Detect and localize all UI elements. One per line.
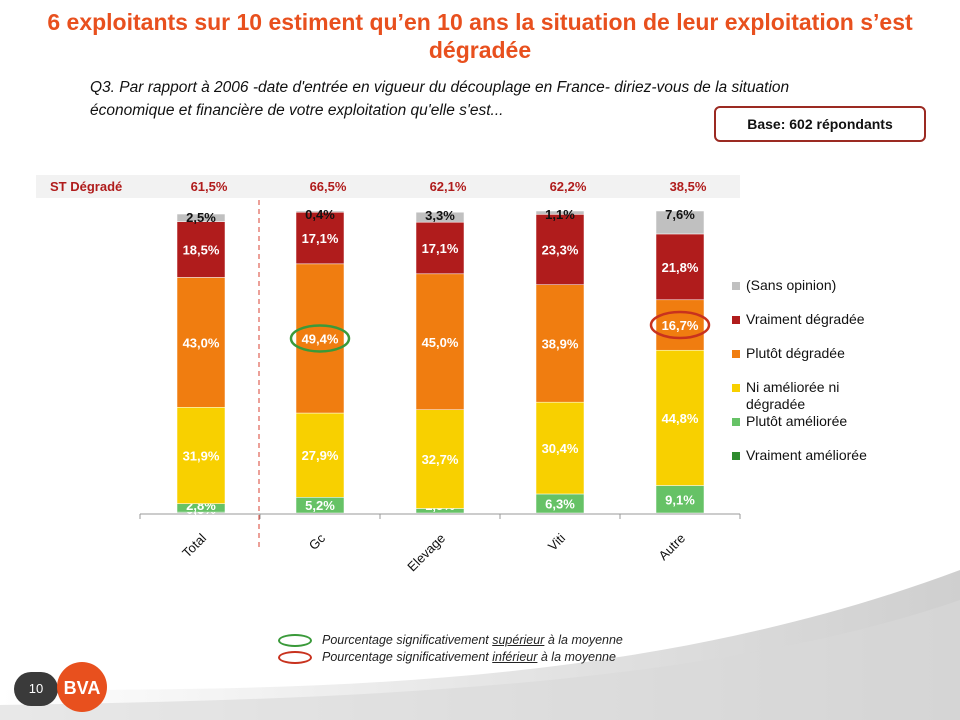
- st-degrade-band: [36, 175, 740, 198]
- data-label: 17,1%: [302, 231, 339, 246]
- legend-item: Plutôt dégradée: [732, 345, 947, 362]
- legend-label: Plutôt améliorée: [746, 413, 848, 429]
- bva-logo: BVA: [57, 662, 107, 712]
- bar-segment: [295, 210, 345, 213]
- legend-label: Ni améliorée ni dégradée: [746, 379, 840, 412]
- category-label: Gc: [306, 530, 329, 553]
- bar-segment: [176, 221, 226, 278]
- bar-segment: [415, 221, 465, 275]
- data-label: 38,9%: [542, 336, 579, 351]
- st-degrade-value: 61,5%: [191, 179, 228, 194]
- bar-segment: [535, 214, 585, 285]
- legend-swatch: [732, 452, 740, 460]
- legend-swatch: [732, 282, 740, 290]
- category-label: Viti: [545, 530, 568, 553]
- data-label: 44,8%: [662, 411, 699, 426]
- category-label: Autre: [656, 531, 689, 564]
- footnote-sup-word: supérieur: [492, 633, 545, 647]
- red-ring-icon: [278, 651, 312, 664]
- st-degrade-value: 62,2%: [550, 179, 587, 194]
- legend-swatch: [732, 384, 740, 392]
- st-degrade-value: 38,5%: [670, 179, 707, 194]
- bar-segment: [295, 211, 345, 265]
- footnote-inf-word: inférieur: [492, 650, 538, 664]
- data-label: 27,9%: [302, 448, 339, 463]
- data-label: 43,0%: [183, 335, 220, 350]
- bar-segment: [655, 233, 705, 301]
- data-label: 18,5%: [183, 243, 220, 258]
- bar-segment: [415, 273, 465, 410]
- data-label: 21,8%: [662, 260, 699, 275]
- st-degrade-value: 62,1%: [430, 179, 467, 194]
- bar-segment: [655, 349, 705, 486]
- bar-segment: [655, 485, 705, 514]
- footnote-inf-prefix: Pourcentage significativement: [322, 650, 493, 664]
- green-ring-icon: [278, 634, 312, 647]
- bar-segment: [535, 284, 585, 403]
- data-label: 31,9%: [183, 448, 220, 463]
- legend-label: Vraiment améliorée: [746, 447, 867, 463]
- data-label: 7,6%: [665, 207, 695, 222]
- data-label: 16,7%: [662, 318, 699, 333]
- data-label: 49,4%: [302, 331, 339, 346]
- category-label: Elevage: [404, 531, 448, 575]
- chart-legend: (Sans opinion) Vraiment dégradée Plutôt dé…: [732, 277, 947, 481]
- logo-text: BVA: [64, 678, 101, 698]
- bar-segment: [176, 407, 226, 504]
- significance-ring: [289, 324, 351, 353]
- legend-label: (Sans opinion): [746, 277, 837, 293]
- data-label: 2,5%: [186, 210, 216, 225]
- bar-segment: [415, 409, 465, 509]
- page-number: 10: [14, 672, 58, 706]
- st-degrade-value: 66,5%: [310, 179, 347, 194]
- question-text: Q3. Par rapport à 2006 -date d'entrée en…: [90, 79, 790, 119]
- bar-segment: [415, 211, 465, 223]
- data-label: 1,1%: [545, 207, 575, 222]
- data-label: 23,3%: [542, 243, 579, 258]
- legend-swatch: [732, 316, 740, 324]
- significance-ring: [649, 310, 711, 340]
- legend-label: Vraiment dégradée: [746, 311, 865, 327]
- legend-item: (Sans opinion): [732, 277, 947, 294]
- data-label: 0,4%: [305, 207, 335, 222]
- data-label: 17,1%: [422, 241, 459, 256]
- data-label: 5,2%: [305, 498, 335, 513]
- legend-label: Plutôt dégradée: [746, 345, 845, 361]
- legend-item: Ni améliorée ni dégradée: [732, 379, 947, 413]
- legend-swatch: [732, 350, 740, 358]
- bar-segment: [176, 213, 226, 222]
- bar-segment: [295, 263, 345, 414]
- bar-segment: [655, 210, 705, 235]
- data-label: 6,3%: [545, 496, 575, 511]
- data-label: 45,0%: [422, 335, 459, 350]
- bar-segment: [295, 412, 345, 498]
- bar-segment: [655, 299, 705, 351]
- data-label: 32,7%: [422, 452, 459, 467]
- st-degrade-label: ST Dégradé: [50, 179, 122, 194]
- footnote-sup-suffix: à la moyenne: [544, 633, 623, 647]
- footnote-inf-suffix: à la moyenne: [537, 650, 616, 664]
- slide-title: 6 exploitants sur 10 estiment qu’en 10 a…: [47, 9, 913, 63]
- legend-item: Plutôt améliorée: [732, 413, 947, 430]
- legend-item: Vraiment dégradée: [732, 311, 947, 328]
- footnote-sup-prefix: Pourcentage significativement: [322, 633, 493, 647]
- data-label: 30,4%: [542, 441, 579, 456]
- legend-item: Vraiment améliorée: [732, 447, 947, 464]
- bar-segment: [535, 210, 585, 215]
- bar-segment: [535, 401, 585, 495]
- base-badge: Base: 602 répondants: [714, 106, 926, 142]
- data-label: 3,3%: [425, 208, 455, 223]
- bar-segment: [176, 277, 226, 408]
- data-label: 9,1%: [665, 492, 695, 507]
- legend-swatch: [732, 418, 740, 426]
- category-label: Total: [179, 530, 209, 560]
